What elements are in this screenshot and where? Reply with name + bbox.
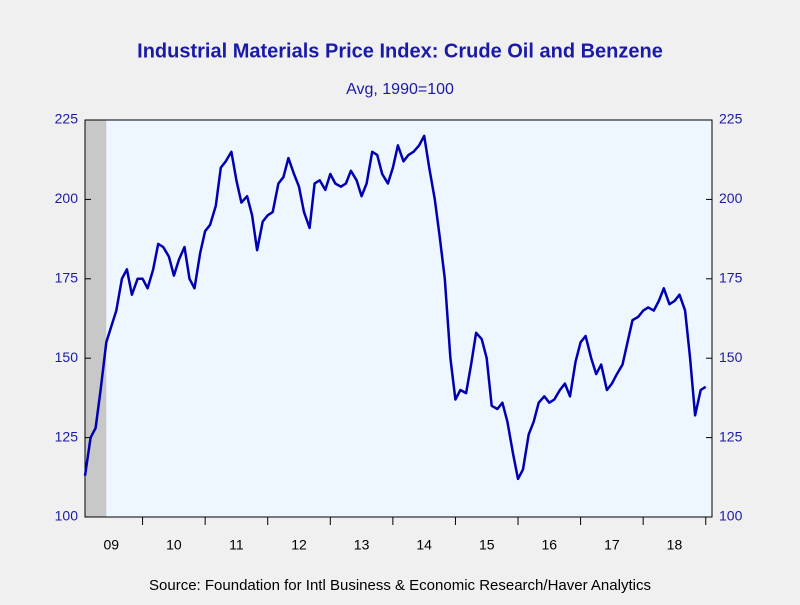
x-tick-label: 16 <box>542 537 558 553</box>
y-tick-label: 175 <box>55 270 79 286</box>
y2-tick-label: 175 <box>719 270 743 286</box>
plot-area <box>85 120 712 517</box>
data-line <box>83 134 707 481</box>
x-tick-label: 14 <box>416 537 432 553</box>
y-tick-label: 150 <box>55 349 79 365</box>
chart-title: Industrial Materials Price Index: Crude … <box>137 40 663 62</box>
x-tick-label: 09 <box>103 537 119 553</box>
x-tick-label: 10 <box>166 537 182 553</box>
plot-border <box>84 119 713 518</box>
y2-tick-label: 100 <box>719 508 743 524</box>
recession-band <box>85 120 107 517</box>
x-tick-label: 11 <box>229 537 244 553</box>
x-tick-label: 15 <box>479 537 495 553</box>
y2-tick-label: 200 <box>719 190 743 206</box>
y2-tick-label: 125 <box>719 428 743 444</box>
y-tick-label: 225 <box>55 111 79 127</box>
x-tick-label: 18 <box>667 537 683 553</box>
y-tick-label: 200 <box>55 190 79 206</box>
y-tick-label: 125 <box>55 428 79 444</box>
y2-tick-label: 150 <box>719 349 743 365</box>
x-tick-label: 12 <box>291 537 307 553</box>
chart-subtitle: Avg, 1990=100 <box>346 81 454 98</box>
y-tick-label: 100 <box>55 508 79 524</box>
x-tick-label: 17 <box>604 537 620 553</box>
y2-tick-label: 225 <box>719 111 743 127</box>
x-tick-label: 13 <box>354 537 370 553</box>
source-note: Source: Foundation for Intl Business & E… <box>149 577 651 594</box>
